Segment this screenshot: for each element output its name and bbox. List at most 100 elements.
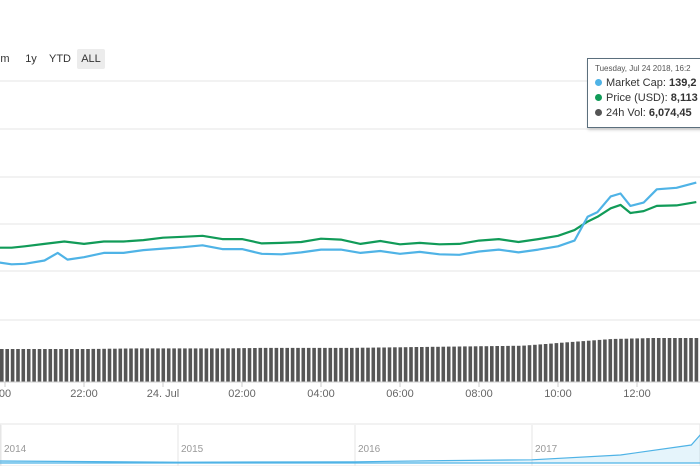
volume-bar: [479, 346, 483, 382]
volume-bar: [366, 347, 370, 382]
range-button-month[interactable]: m: [0, 53, 10, 65]
volume-bar: [312, 347, 316, 382]
volume-bar: [48, 349, 53, 382]
volume-bar: [113, 348, 117, 382]
volume-bar: [506, 345, 510, 382]
volume-bar: [86, 349, 90, 382]
volume-bar: [581, 341, 586, 382]
volume-bar: [522, 345, 526, 382]
volume-bar: [646, 338, 650, 382]
plot-lines: [0, 181, 697, 266]
volume-bar: [403, 347, 408, 382]
volume-bar: [560, 342, 564, 382]
tooltip-row-market-cap: Market Cap: 139,2: [595, 76, 700, 91]
volume-bar: [236, 348, 241, 382]
volume-bar: [301, 347, 306, 382]
volume-bar: [118, 348, 123, 382]
volume-bar: [285, 347, 289, 382]
tooltip-value: 8,113: [670, 92, 698, 104]
volume-dot-icon: [595, 109, 602, 116]
volume-bar: [242, 348, 246, 382]
navigator-year-label: 2017: [535, 444, 558, 455]
navigator[interactable]: 2014 2015 2016 2017: [0, 423, 700, 466]
volume-bar: [656, 338, 661, 382]
volume-bar: [371, 347, 376, 382]
chart-tooltip: Tuesday, Jul 24 2018, 16:2 Market Cap: 1…: [587, 58, 700, 128]
range-button-all[interactable]: ALL: [77, 49, 105, 69]
volume-bar: [59, 349, 63, 382]
volume-bar: [409, 347, 413, 382]
volume-bar: [156, 348, 160, 382]
x-tick-label: 24. Jul: [147, 388, 179, 400]
volume-bar: [274, 347, 279, 382]
volume-bar: [177, 348, 182, 382]
volume-bar: [5, 349, 9, 382]
volume-bar: [516, 345, 521, 382]
volume-bar: [140, 348, 144, 382]
volume-bar: [166, 348, 171, 382]
volume-bar: [37, 349, 42, 382]
volume-bar: [473, 346, 478, 382]
volume-bar: [16, 349, 20, 382]
tooltip-label: Market Cap:: [606, 77, 666, 89]
volume-bar: [215, 348, 219, 382]
volume-bar: [64, 349, 69, 382]
volume-bar: [183, 348, 187, 382]
range-button-ytd[interactable]: YTD: [49, 53, 71, 65]
tooltip-label: Price (USD):: [606, 92, 668, 104]
volume-bar: [420, 347, 424, 382]
volume-bar: [387, 347, 392, 382]
volume-bar: [533, 344, 537, 382]
volume-bar: [26, 349, 31, 382]
volume-bar: [651, 338, 656, 382]
volume-bar: [161, 348, 166, 382]
x-tick-label: 08:00: [465, 388, 493, 400]
volume-bar: [463, 346, 467, 382]
volume-bar: [53, 349, 58, 382]
volume-bar: [188, 348, 193, 382]
volume-bar: [667, 338, 672, 382]
grid: [0, 80, 700, 321]
volume-bar: [430, 346, 435, 382]
navigator-year-label: 2014: [4, 444, 27, 455]
volume-bar: [608, 339, 613, 382]
volume-bar: [317, 347, 322, 382]
market-cap-line: [0, 181, 697, 266]
volume-bar: [107, 348, 112, 382]
navigator-year-label: 2015: [181, 444, 204, 455]
volume-bar: [247, 348, 252, 382]
x-tick-label: 02:00: [228, 388, 256, 400]
navigator-frame: [0, 423, 700, 466]
tooltip-value: 6,074,45: [648, 107, 692, 119]
volume-bar: [328, 347, 333, 382]
price-line: [0, 201, 697, 249]
volume-bar: [263, 347, 268, 382]
volume-bar: [123, 348, 128, 382]
volume-bar: [21, 349, 26, 382]
volume-bar: [603, 339, 607, 382]
volume-bar: [269, 347, 273, 382]
volume-bar: [350, 347, 354, 382]
x-tick-label: 12:00: [623, 388, 651, 400]
volume-bar: [226, 348, 230, 382]
volume-bar: [339, 347, 343, 382]
volume-bar: [495, 346, 499, 382]
volume-bar: [382, 347, 386, 382]
range-button-1y[interactable]: 1y: [25, 53, 37, 65]
x-tick-label: 22:00: [70, 388, 98, 400]
volume-bar: [296, 347, 300, 382]
volume-bar: [96, 348, 101, 382]
volume-bar: [32, 349, 36, 382]
volume-bar: [543, 344, 548, 382]
volume-bar: [290, 347, 295, 382]
volume-bar: [172, 348, 176, 382]
volume-bar: [592, 340, 596, 382]
volume-bar: [280, 347, 284, 382]
x-axis: 00 22:00 24. Jul 02:00 04:00 06:00 08:00 10:00 1…: [0, 382, 651, 400]
navigator-year-label: 2016: [358, 444, 381, 455]
volume-bar: [398, 347, 403, 382]
volume-bar: [220, 348, 225, 382]
volume-bar: [527, 345, 532, 382]
volume-bar: [80, 349, 85, 382]
